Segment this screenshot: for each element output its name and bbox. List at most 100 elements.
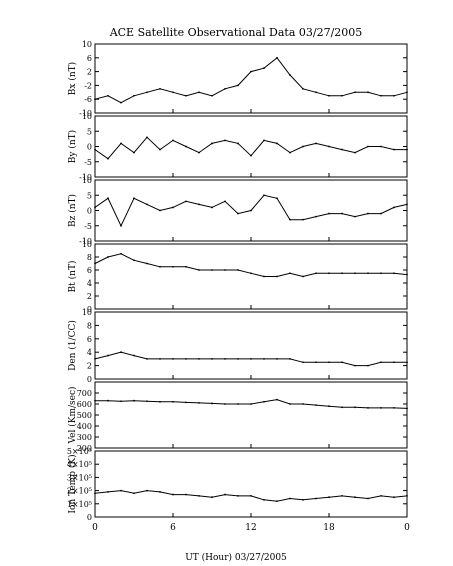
data-point bbox=[146, 489, 148, 492]
y-tick-label: 3×10⁵ bbox=[67, 473, 92, 482]
y-tick-label: -10 bbox=[79, 237, 92, 246]
data-point bbox=[302, 361, 304, 364]
y-tick-label: 10 bbox=[82, 240, 92, 249]
data-point bbox=[211, 496, 213, 499]
data-point bbox=[120, 101, 122, 104]
data-point bbox=[302, 403, 304, 405]
panel-frame bbox=[94, 381, 408, 449]
data-point bbox=[354, 272, 356, 275]
data-point bbox=[133, 354, 135, 357]
data-point bbox=[172, 206, 174, 209]
data-point bbox=[172, 91, 174, 94]
y-tick-label: -6 bbox=[84, 95, 92, 104]
data-point bbox=[211, 402, 213, 405]
data-point bbox=[198, 203, 200, 206]
data-point bbox=[211, 269, 213, 271]
y-tick-label: 4 bbox=[87, 279, 92, 288]
data-point bbox=[211, 142, 213, 145]
data-point bbox=[328, 94, 330, 97]
data-point bbox=[263, 400, 265, 403]
data-point bbox=[94, 98, 96, 101]
data-point bbox=[354, 406, 356, 409]
data-point bbox=[237, 494, 239, 497]
data-point bbox=[289, 151, 291, 154]
data-point bbox=[237, 358, 239, 360]
data-point bbox=[393, 94, 395, 97]
data-point bbox=[367, 272, 369, 275]
data-point bbox=[198, 269, 200, 271]
data-point bbox=[289, 218, 291, 221]
data-point bbox=[276, 275, 278, 278]
data-point bbox=[380, 94, 382, 97]
data-point bbox=[406, 148, 408, 151]
data-point bbox=[250, 70, 252, 73]
data-point bbox=[133, 151, 135, 154]
data-point bbox=[211, 358, 213, 360]
data-point bbox=[120, 252, 122, 255]
panel-0: 10 6 2 -2 -6 -10 Bx (nT) bbox=[67, 40, 408, 118]
y-tick-label: 6 bbox=[87, 335, 92, 344]
data-point bbox=[367, 91, 369, 94]
data-point bbox=[289, 358, 291, 360]
data-point bbox=[393, 148, 395, 151]
data-point bbox=[237, 403, 239, 405]
panel-frame bbox=[94, 311, 408, 380]
data-point bbox=[133, 94, 135, 97]
y-tick-label: 4×10⁵ bbox=[67, 460, 92, 469]
data-point bbox=[159, 265, 161, 268]
y-tick-label: 0 bbox=[87, 207, 92, 216]
y-tick-label: 6 bbox=[87, 266, 92, 275]
data-point bbox=[276, 500, 278, 503]
data-point bbox=[94, 399, 96, 402]
data-point bbox=[380, 494, 382, 497]
data-point bbox=[315, 404, 317, 406]
y-tick-label: 8 bbox=[87, 321, 92, 330]
data-point bbox=[120, 351, 122, 354]
data-point bbox=[315, 361, 317, 364]
data-point bbox=[354, 151, 356, 154]
data-point bbox=[94, 492, 96, 495]
data-point bbox=[276, 142, 278, 145]
data-point bbox=[211, 206, 213, 209]
y-tick-label: 6 bbox=[87, 54, 92, 63]
data-point bbox=[406, 91, 408, 94]
x-tick-label: 18 bbox=[323, 523, 335, 533]
panel-2: 10 5 0 -5 -10 Bz (nT) bbox=[67, 176, 408, 246]
x-tick-label: 6 bbox=[170, 523, 176, 533]
data-point bbox=[250, 494, 252, 497]
y-tick-label: 2×10⁵ bbox=[67, 487, 92, 496]
data-point bbox=[159, 148, 161, 151]
y-axis-label: Bz (nT) bbox=[67, 194, 78, 227]
y-tick-label: 2 bbox=[87, 68, 92, 77]
data-point bbox=[237, 212, 239, 215]
y-tick-label: 5×10⁵ bbox=[67, 447, 92, 456]
data-point bbox=[159, 491, 161, 493]
data-point bbox=[302, 275, 304, 278]
data-point bbox=[276, 197, 278, 200]
data-point bbox=[302, 218, 304, 221]
data-point bbox=[120, 224, 122, 227]
data-point bbox=[224, 139, 226, 142]
data-point bbox=[380, 145, 382, 148]
data-point bbox=[250, 154, 252, 157]
y-tick-label: 500 bbox=[77, 411, 92, 420]
data-point bbox=[159, 358, 161, 360]
y-tick-label: 0 bbox=[87, 305, 92, 314]
panel-frame bbox=[94, 43, 408, 114]
data-point bbox=[185, 493, 187, 496]
data-point bbox=[146, 91, 148, 94]
data-point bbox=[237, 142, 239, 145]
data-point bbox=[250, 209, 252, 212]
x-tick-label: 0 bbox=[92, 523, 98, 533]
data-point bbox=[302, 498, 304, 501]
data-point bbox=[406, 273, 408, 276]
panel-frame bbox=[94, 243, 408, 310]
y-tick-label: 200 bbox=[77, 444, 92, 453]
data-point bbox=[133, 259, 135, 262]
data-point bbox=[263, 275, 265, 278]
data-point bbox=[198, 151, 200, 154]
y-tick-label: 10 bbox=[82, 176, 92, 185]
data-point bbox=[198, 494, 200, 497]
data-point bbox=[94, 206, 96, 209]
data-point bbox=[146, 358, 148, 360]
